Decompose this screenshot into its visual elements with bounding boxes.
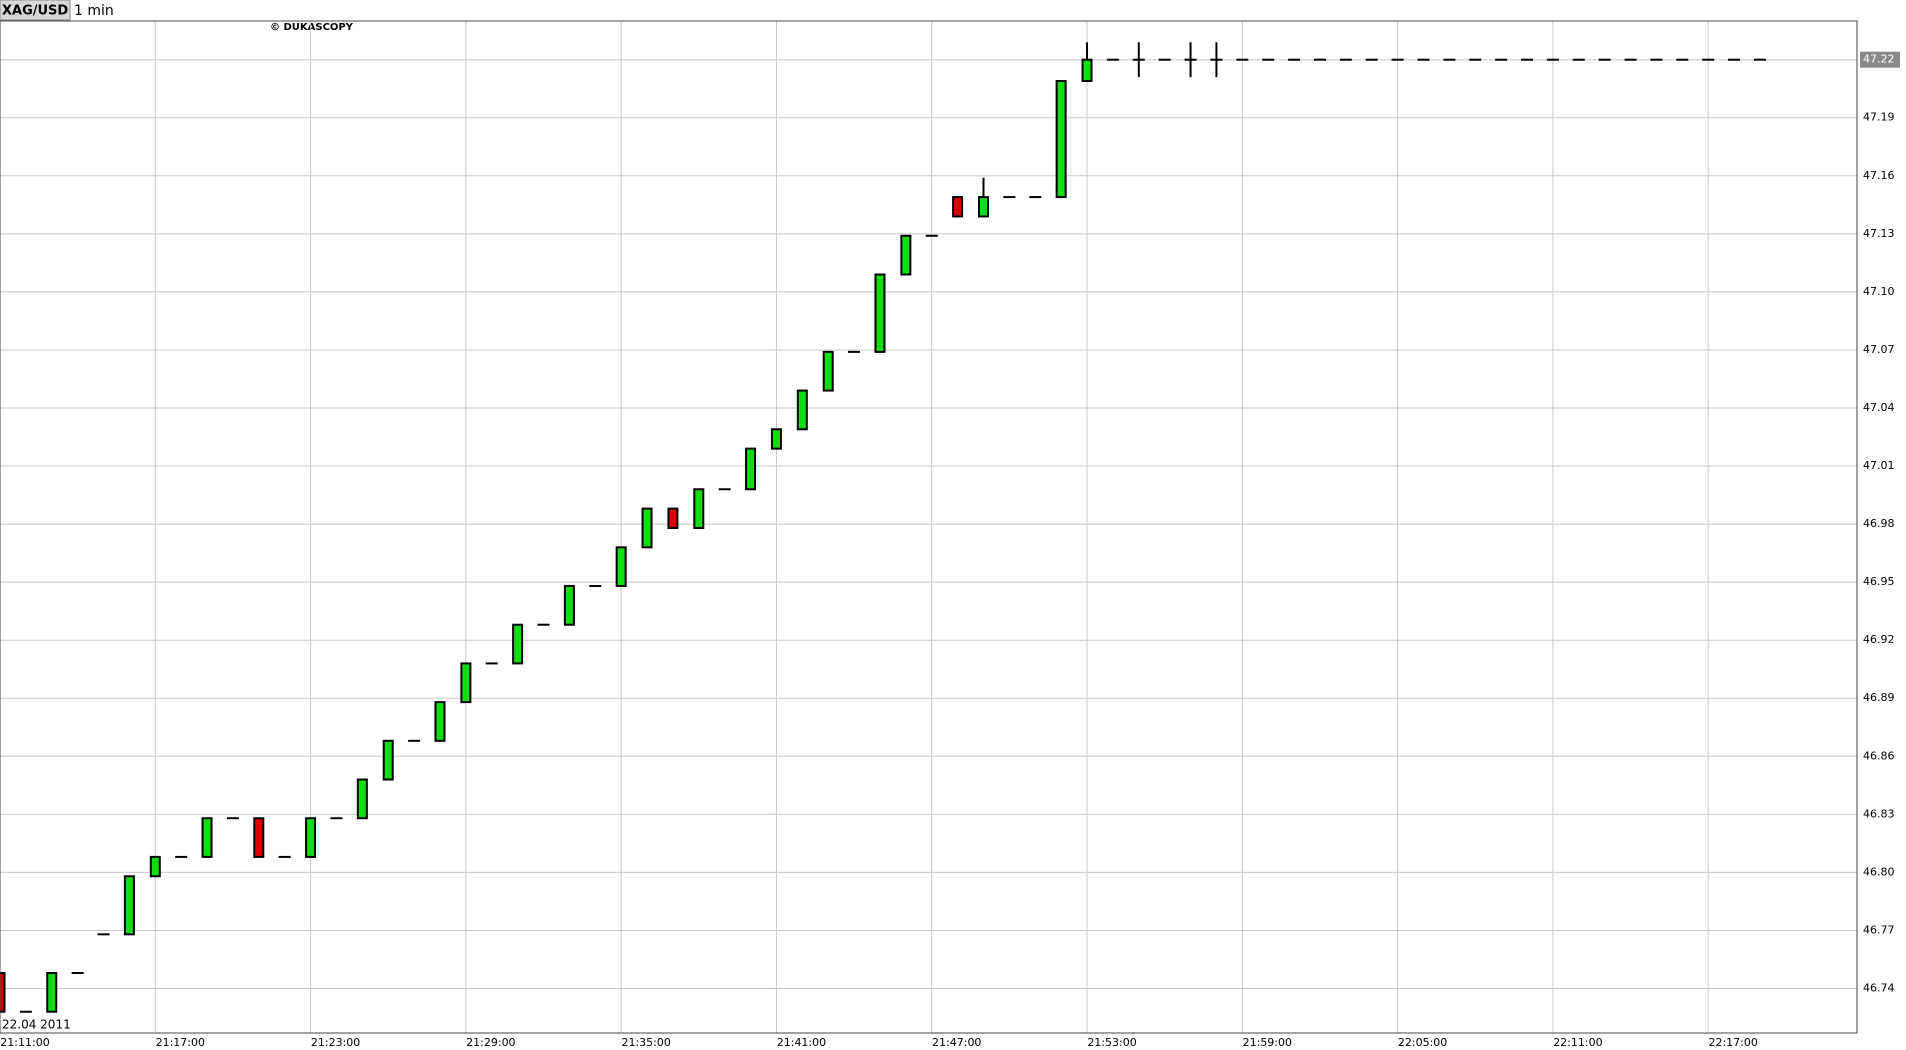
candle-body: [770, 428, 782, 450]
candle-body: [382, 739, 394, 781]
candle-body: [0, 972, 6, 1013]
y-tick-label: 47.04: [1863, 401, 1895, 414]
x-tick-label: 22:11:00: [1553, 1036, 1602, 1049]
plot-frame: [0, 20, 1858, 1034]
candle-body: [822, 350, 834, 392]
candle-body: [460, 662, 472, 704]
y-tick-label: 47.10: [1863, 285, 1895, 298]
y-tick-label: 46.77: [1863, 923, 1895, 936]
y-tick-label: 47.01: [1863, 459, 1895, 472]
interval: 1 min: [74, 3, 114, 19]
candle-body: [1055, 79, 1067, 199]
candle-body: [796, 389, 808, 431]
watermark: © DUKASCOPY: [270, 22, 354, 33]
candle-body: [745, 447, 757, 491]
candle-body: [693, 488, 705, 529]
candle-body: [253, 817, 265, 858]
grid: [0, 21, 1857, 1033]
x-tick-label: 21:23:00: [311, 1036, 360, 1049]
candle-body: [900, 234, 912, 276]
x-tick-label: 21:41:00: [777, 1036, 826, 1049]
last-price-label: 47.22: [1863, 53, 1895, 66]
candles: [0, 42, 1766, 1013]
candle-body: [977, 196, 989, 218]
x-tick-label: 21:59:00: [1243, 1036, 1292, 1049]
candle-body: [356, 778, 368, 820]
last-price-box: [1860, 51, 1900, 68]
candle-body: [305, 817, 317, 858]
candle-body: [201, 817, 213, 858]
y-tick-label: 46.83: [1863, 807, 1895, 820]
x-tick-label: 21:35:00: [621, 1036, 670, 1049]
y-tick-label: 46.95: [1863, 575, 1895, 588]
candle-body: [46, 972, 58, 1013]
y-tick-label: 46.74: [1863, 981, 1895, 994]
symbol-box: [0, 0, 71, 21]
x-tick-label: 22:05:00: [1398, 1036, 1447, 1049]
x-tick-label: 21:17:00: [156, 1036, 205, 1049]
candle-body: [563, 585, 575, 626]
y-tick-label: 47.13: [1863, 227, 1895, 240]
y-tick-label: 46.98: [1863, 517, 1895, 530]
y-tick-label: 46.92: [1863, 633, 1895, 646]
y-tick-label: 47.16: [1863, 169, 1895, 182]
date-label: 22.04 2011: [2, 1018, 71, 1032]
candle-body: [952, 196, 964, 218]
x-tick-label: 21:47:00: [932, 1036, 981, 1049]
x-tick-label: 21:29:00: [466, 1036, 515, 1049]
y-tick-label: 47.19: [1863, 111, 1895, 124]
candle-body: [123, 875, 135, 936]
y-tick-label: 46.80: [1863, 865, 1895, 878]
candle-body: [434, 701, 446, 742]
candle-body: [149, 855, 161, 878]
candle-body: [512, 623, 524, 665]
y-tick-label: 46.89: [1863, 691, 1895, 704]
candle-body: [874, 273, 886, 353]
candle-body: [1081, 58, 1093, 82]
candle-body: [615, 546, 627, 588]
x-tick-label: 21:53:00: [1087, 1036, 1136, 1049]
candle-body: [641, 507, 653, 549]
symbol: XAG/USD: [2, 4, 68, 19]
y-tick-label: 47.07: [1863, 343, 1895, 356]
x-tick-label: 21:11:00: [0, 1036, 49, 1049]
y-tick-label: 46.86: [1863, 749, 1895, 762]
x-tick-label: 22:17:00: [1708, 1036, 1757, 1049]
candle-body: [667, 507, 679, 529]
